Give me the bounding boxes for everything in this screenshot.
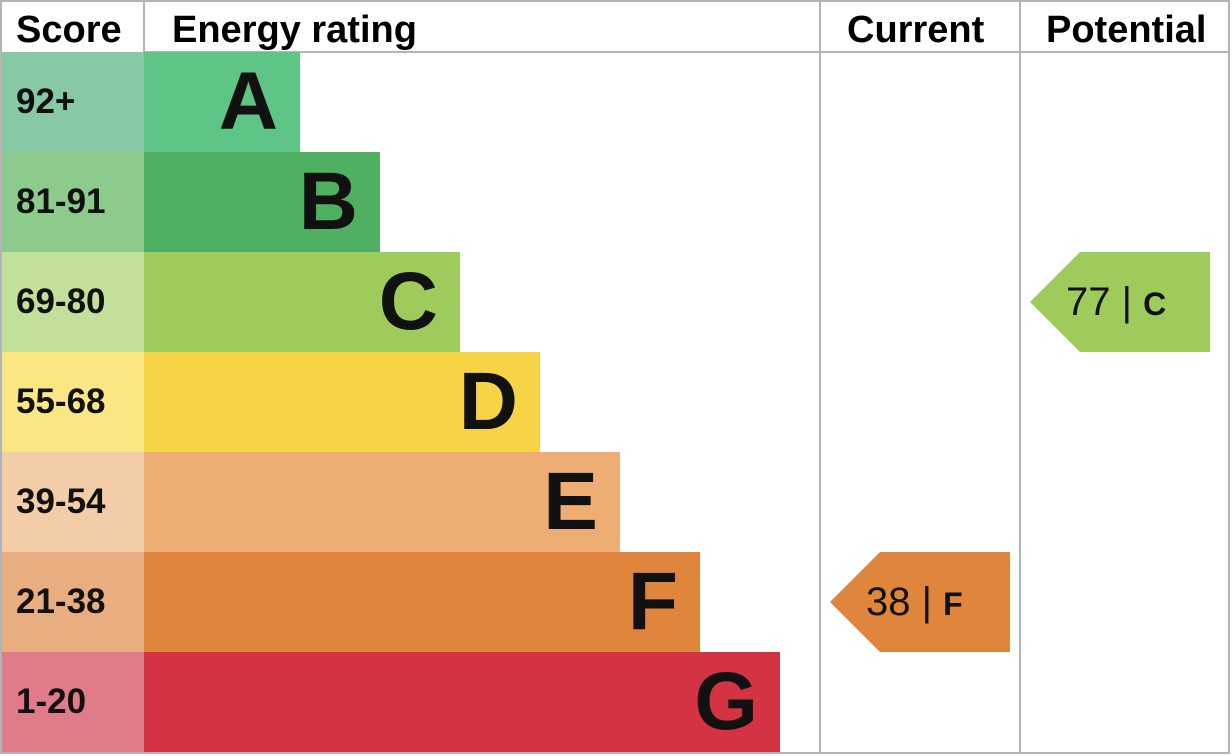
current-rating-value: 38 | <box>866 580 944 624</box>
rating-bar-g: G <box>144 652 780 752</box>
current-rating-arrow: 38 | F <box>830 552 1010 652</box>
header-score: Score <box>16 9 122 51</box>
rating-bar-a: A <box>144 52 300 152</box>
header-energy-rating: Energy rating <box>172 9 417 51</box>
rating-bar-f: F <box>144 552 700 652</box>
rating-letter-f: F <box>627 556 678 647</box>
score-range-g: 1-20 <box>2 652 144 752</box>
rating-letter-e: E <box>543 456 598 547</box>
rating-letter-g: G <box>694 656 758 747</box>
current-rating-letter: F <box>943 586 963 622</box>
header-current: Current <box>847 9 985 51</box>
score-range-e: 39-54 <box>2 452 144 552</box>
score-range-a: 92+ <box>2 52 144 152</box>
header-potential: Potential <box>1046 9 1207 51</box>
potential-rating-arrow: 77 | C <box>1030 252 1210 352</box>
header-divider <box>144 51 1230 53</box>
top-border <box>0 0 1230 2</box>
potential-divider <box>1019 0 1021 754</box>
score-divider <box>143 0 145 52</box>
rating-bar-e: E <box>144 452 620 552</box>
rating-letter-b: B <box>298 156 358 247</box>
rating-letter-d: D <box>458 356 518 447</box>
left-border <box>0 0 2 754</box>
score-range-f: 21-38 <box>2 552 144 652</box>
rating-bar-c: C <box>144 252 460 352</box>
rating-bar-d: D <box>144 352 540 452</box>
potential-rating-value: 77 | <box>1066 280 1144 324</box>
current-arrow-shape <box>830 552 1010 652</box>
current-rating-label: 38 | F <box>866 552 963 652</box>
score-range-b: 81-91 <box>2 152 144 252</box>
current-divider <box>819 0 821 754</box>
rating-bar-b: B <box>144 152 380 252</box>
potential-rating-letter: C <box>1143 286 1167 322</box>
score-range-d: 55-68 <box>2 352 144 452</box>
potential-arrow-shape <box>1030 252 1210 352</box>
rating-letter-a: A <box>218 56 278 147</box>
bottom-border <box>0 752 1230 754</box>
potential-rating-label: 77 | C <box>1066 252 1166 352</box>
score-range-c: 69-80 <box>2 252 144 352</box>
rating-letter-c: C <box>378 256 438 347</box>
right-border <box>1228 0 1230 754</box>
